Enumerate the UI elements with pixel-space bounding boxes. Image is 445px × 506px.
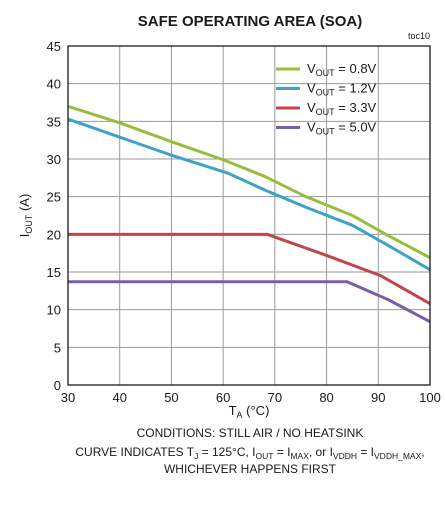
conditions-line-3: WHICHEVER HAPPENS FIRST <box>164 462 337 476</box>
x-tick-label: 40 <box>112 390 126 405</box>
legend: VOUT = 0.8V VOUT = 1.2V VOUT = 3.3V VOUT = … <box>276 61 377 137</box>
x-tick-label: 90 <box>371 390 385 405</box>
series-group <box>67 104 431 324</box>
x-tick-label: 50 <box>164 390 178 405</box>
y-tick-label: 20 <box>47 227 61 242</box>
series-line-4 <box>68 280 431 324</box>
y-tick-label: 40 <box>47 77 61 92</box>
x-tick-label: 60 <box>216 390 230 405</box>
tick-labels: 0 5 10 15 20 25 30 35 40 45 30 40 50 60 70 80 90 100 <box>47 39 441 405</box>
y-tick-label: 25 <box>47 190 61 205</box>
y-tick-label: 30 <box>47 152 61 167</box>
x-tick-label: 100 <box>419 390 441 405</box>
conditions-line-1: CONDITIONS: STILL AIR / NO HEATSINK <box>137 426 364 440</box>
legend-label: VOUT = 5.0V <box>307 120 377 137</box>
x-tick-label: 80 <box>319 390 333 405</box>
y-tick-label: 45 <box>47 39 61 54</box>
plot-frame <box>67 45 431 386</box>
y-tick-label: 35 <box>47 114 61 129</box>
y-tick-label: 15 <box>47 265 61 280</box>
legend-label: VOUT = 1.2V <box>307 81 377 98</box>
axis-labels: TA (°C) IOUT (A) <box>17 194 269 420</box>
legend-label: VOUT = 0.8V <box>307 61 377 78</box>
figure-code: toc10 <box>408 31 430 41</box>
y-tick-label: 10 <box>47 303 61 318</box>
y-tick-label: 0 <box>54 378 61 393</box>
chart-title: SAFE OPERATING AREA (SOA) <box>138 13 362 30</box>
conditions-line-2: CURVE INDICATES TJ = 125°C, IOUT = IMAX,… <box>75 445 424 461</box>
x-tick-label: 30 <box>61 390 75 405</box>
series-line-2 <box>67 117 431 272</box>
series-line-3 <box>68 232 431 305</box>
series-line-1 <box>67 104 431 260</box>
y-axis-label: IOUT (A) <box>17 194 34 238</box>
x-axis-label: TA (°C) <box>229 403 270 420</box>
grid <box>68 46 430 385</box>
x-tick-label: 70 <box>268 390 282 405</box>
y-tick-label: 5 <box>54 340 61 355</box>
conditions-notes: CONDITIONS: STILL AIR / NO HEATSINK CURVE… <box>75 426 424 476</box>
legend-label: VOUT = 3.3V <box>307 100 377 117</box>
